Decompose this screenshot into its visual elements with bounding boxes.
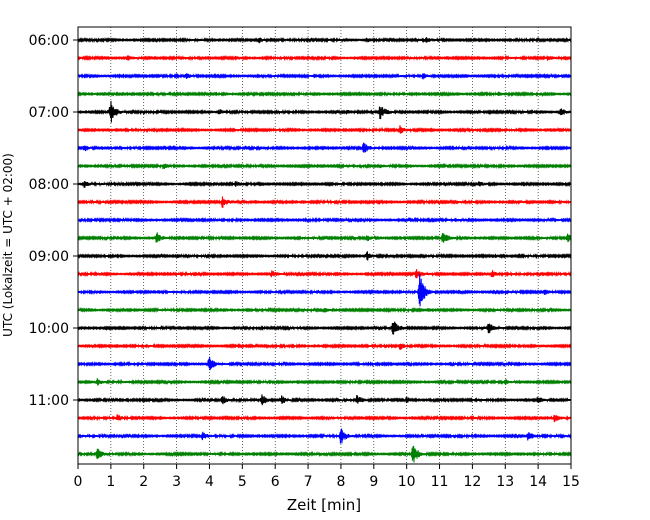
trace-line xyxy=(78,428,571,444)
y-tick-label: 06:00 xyxy=(29,33,69,49)
y-tick-label: 08:00 xyxy=(29,177,69,193)
x-tick-label: 2 xyxy=(139,474,148,490)
y-tick-label: 10:00 xyxy=(29,321,69,337)
trace-line xyxy=(78,216,571,224)
y-tick-label: 09:00 xyxy=(29,249,69,265)
x-tick-label: 8 xyxy=(336,474,345,490)
x-tick-label: 10 xyxy=(398,474,416,490)
trace-line xyxy=(78,414,571,423)
trace-line xyxy=(78,54,571,62)
x-tick-label: 0 xyxy=(74,474,83,490)
y-axis-ticks: 06:00 07:00 08:00 09:00 10:00 11:00 xyxy=(29,33,78,409)
x-axis-label: Zeit [min] xyxy=(287,496,361,514)
x-tick-label: 14 xyxy=(529,474,547,490)
x-tick-label: 11 xyxy=(431,474,449,490)
trace-line xyxy=(78,445,571,463)
trace-line xyxy=(78,356,571,371)
x-tick-label: 4 xyxy=(205,474,214,490)
trace-line xyxy=(78,394,571,406)
seismogram-traces xyxy=(78,36,571,463)
trace-line xyxy=(78,196,571,208)
trace-line xyxy=(78,232,571,243)
x-tick-label: 5 xyxy=(238,474,247,490)
trace-line xyxy=(78,321,571,335)
x-axis-ticks: 0 1 2 3 4 5 6 7 8 9 10 11 12 13 14 15 xyxy=(74,464,580,490)
trace-line xyxy=(78,251,571,261)
x-tick-label: 12 xyxy=(463,474,481,490)
x-tick-label: 6 xyxy=(271,474,280,490)
trace-line xyxy=(78,306,571,314)
trace-line xyxy=(78,125,571,134)
x-tick-label: 3 xyxy=(172,474,181,490)
trace-line xyxy=(78,273,571,307)
trace-line xyxy=(78,101,571,123)
trace-line xyxy=(78,90,571,98)
y-tick-label: 07:00 xyxy=(29,105,69,121)
trace-line xyxy=(78,180,571,188)
plot-frame xyxy=(77,26,572,465)
trace-line xyxy=(78,72,571,80)
trace-line xyxy=(78,378,571,386)
x-tick-label: 7 xyxy=(304,474,313,490)
x-tick-label: 9 xyxy=(369,474,378,490)
trace-line xyxy=(78,142,571,153)
trace-line xyxy=(78,342,571,350)
trace-line xyxy=(78,269,571,279)
x-tick-label: 13 xyxy=(496,474,514,490)
x-tick-label: 15 xyxy=(562,474,580,490)
trace-line xyxy=(78,162,571,170)
y-tick-label: 11:00 xyxy=(29,393,69,409)
grid-lines xyxy=(110,27,539,464)
trace-line xyxy=(78,36,571,44)
x-tick-label: 1 xyxy=(106,474,115,490)
y-axis-label: UTC (Lokalzeit = UTC + 02:00) xyxy=(1,153,15,337)
